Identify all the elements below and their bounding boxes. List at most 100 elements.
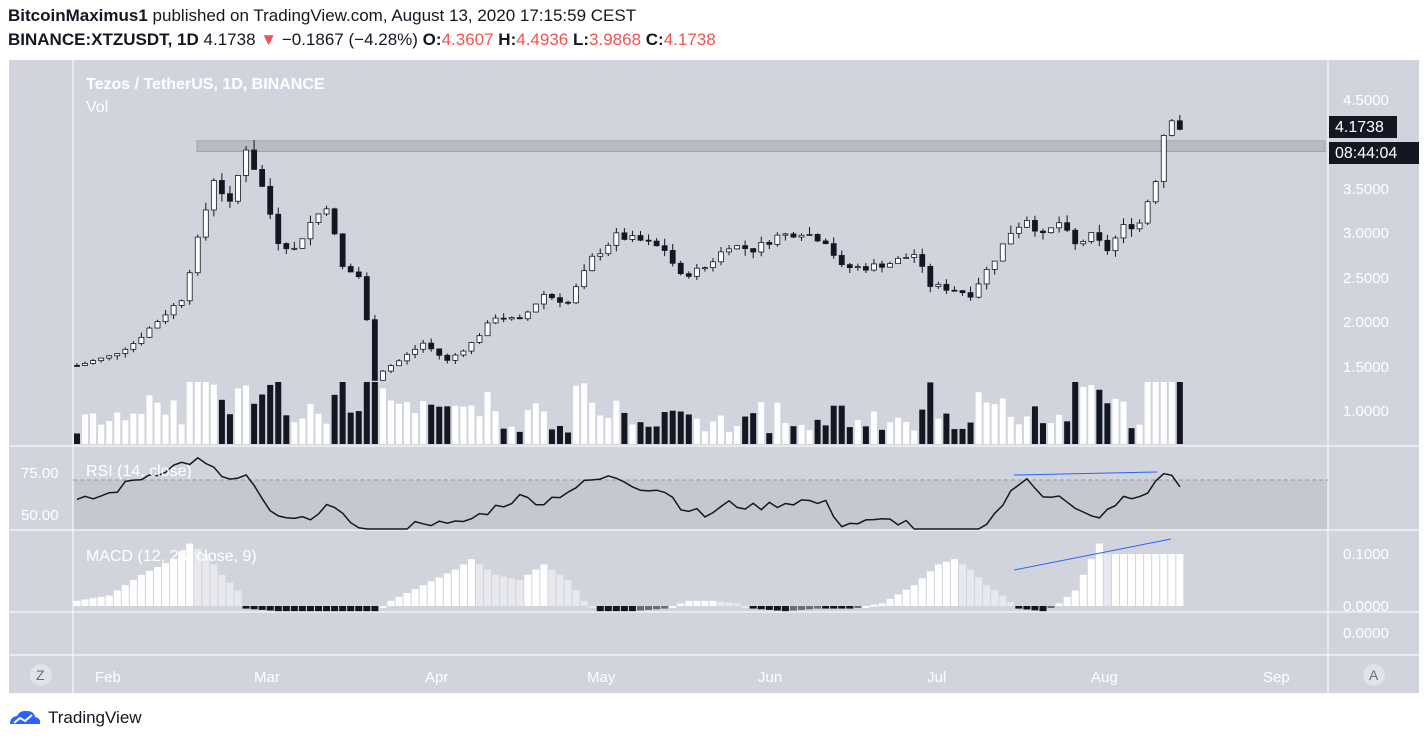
- macd-bar: [242, 606, 250, 609]
- candle: [565, 300, 571, 305]
- month-label: Aug: [1091, 669, 1118, 686]
- candle: [396, 359, 402, 367]
- macd-bar: [282, 606, 290, 612]
- macd-bar: [532, 569, 540, 606]
- macd-bar: [653, 606, 661, 610]
- macd-bar: [210, 564, 218, 606]
- macd-bar: [669, 606, 677, 608]
- macd-tick: 0.1000: [1343, 546, 1389, 563]
- publish-info: BitcoinMaximus1 published on TradingView…: [8, 6, 636, 26]
- macd-bar: [878, 603, 886, 606]
- candle: [999, 243, 1006, 262]
- candle: [114, 353, 121, 360]
- candle: [863, 263, 869, 273]
- month-label: Mar: [254, 669, 280, 686]
- volume-bar: [677, 411, 684, 444]
- macd-bar: [604, 606, 612, 612]
- candle: [806, 226, 813, 236]
- macd-bar: [476, 564, 483, 606]
- volume-bar: [605, 417, 612, 444]
- candle: [557, 293, 563, 308]
- price-tick: 1.0000: [1343, 403, 1389, 420]
- candle-series: [74, 114, 1183, 381]
- volume-bar: [701, 431, 708, 444]
- macd-bar: [113, 590, 121, 606]
- macd-bar: [902, 589, 910, 606]
- volume-bar: [178, 424, 185, 444]
- candle: [589, 253, 596, 272]
- macd-bar: [628, 606, 636, 612]
- macd-bar: [363, 606, 371, 612]
- candle: [895, 256, 901, 265]
- footer-brand[interactable]: TradingView: [8, 708, 142, 728]
- candle: [371, 314, 378, 381]
- volume-bar: [339, 382, 346, 444]
- candle: [138, 332, 145, 346]
- macd-bar: [97, 596, 105, 606]
- volume-bar: [782, 422, 789, 444]
- volume-bar: [895, 417, 902, 444]
- macd-bar: [983, 585, 991, 606]
- macd-bar: [459, 564, 467, 606]
- macd-tick: 0.0000: [1343, 598, 1389, 615]
- close-value: 4.1738: [663, 30, 716, 49]
- volume-bar: [1023, 416, 1030, 444]
- macd-bar: [556, 574, 564, 606]
- volume-bar: [935, 418, 942, 444]
- macd-bar: [894, 594, 902, 606]
- volume-bar: [830, 405, 837, 444]
- macd-bar: [1055, 603, 1063, 606]
- month-label: Jul: [927, 669, 946, 686]
- volume-bar: [460, 406, 467, 444]
- candle: [436, 348, 443, 360]
- volume-bar: [396, 403, 402, 444]
- macd-bar: [339, 606, 347, 612]
- candle: [782, 232, 789, 241]
- price-change: −0.1867 (−4.28%): [281, 30, 418, 49]
- volume-bar: [1064, 421, 1071, 444]
- candle: [613, 227, 620, 252]
- author-name[interactable]: BitcoinMaximus1: [8, 6, 148, 25]
- volume-bar: [613, 400, 620, 444]
- candle: [967, 286, 974, 301]
- volume-bar: [444, 406, 451, 444]
- macd-bar: [717, 601, 725, 606]
- chart-container[interactable]: Tezos / TetherUS, 1D, BINANCE Vol RSI (1…: [9, 60, 1419, 693]
- macd-bar: [701, 600, 709, 606]
- low-label: L:: [572, 30, 590, 49]
- candle: [355, 266, 362, 279]
- candle: [347, 263, 354, 273]
- macd-bar: [822, 606, 830, 609]
- auto-scale-button[interactable]: [1363, 664, 1385, 686]
- chart-svg[interactable]: Tezos / TetherUS, 1D, BINANCE Vol RSI (1…: [9, 60, 1419, 693]
- candle: [935, 281, 942, 289]
- volume-bar: [975, 392, 982, 444]
- macd-bar: [516, 580, 524, 606]
- volume-bar: [726, 431, 733, 444]
- candle: [1104, 234, 1111, 255]
- candle: [500, 313, 507, 323]
- volume-bar: [766, 433, 773, 444]
- macd-bar: [274, 606, 282, 612]
- macd-bar: [757, 606, 765, 610]
- macd-bar: [1095, 543, 1103, 606]
- macd-bar: [1047, 606, 1055, 608]
- candle: [854, 263, 861, 271]
- resistance-zone: [196, 140, 1326, 152]
- macd-bar: [709, 600, 717, 606]
- candle: [299, 238, 306, 249]
- auto-scale-button-label: A: [1369, 667, 1379, 683]
- candle: [1015, 222, 1022, 239]
- candle: [766, 240, 773, 250]
- volume-bar: [790, 426, 797, 444]
- volume-bar: [540, 411, 547, 444]
- candle: [1064, 215, 1071, 233]
- candle: [903, 253, 910, 259]
- candle: [1096, 224, 1103, 247]
- high-value: 4.4936: [516, 30, 569, 49]
- volume-bar: [1104, 403, 1111, 444]
- macd-bar: [830, 606, 838, 609]
- macd-bar: [162, 563, 170, 606]
- log-scale-button[interactable]: [30, 664, 52, 686]
- candle: [331, 207, 338, 236]
